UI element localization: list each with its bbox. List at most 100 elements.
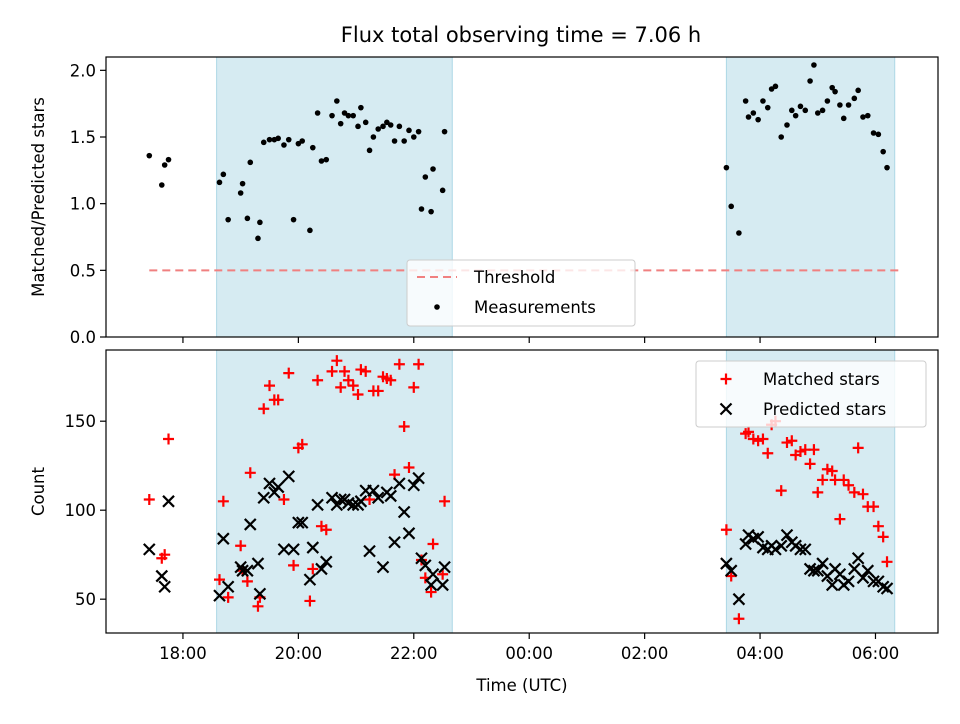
matched-star-point bbox=[283, 367, 295, 379]
top-y-tick-label: 2.0 bbox=[70, 61, 96, 80]
predicted-star-point bbox=[277, 543, 291, 556]
measurement-point bbox=[266, 136, 273, 143]
bottom-x-tick-label: 20:00 bbox=[275, 644, 323, 663]
predicted-star-point bbox=[825, 578, 839, 592]
top-frame bbox=[105, 56, 939, 338]
predicted-star-point bbox=[243, 518, 257, 531]
measurement-point bbox=[355, 123, 361, 130]
measurement-point bbox=[428, 208, 434, 215]
matched-star-point bbox=[757, 433, 769, 445]
matched-star-point bbox=[857, 488, 869, 500]
matched-star-point bbox=[747, 433, 759, 445]
matched-star-point bbox=[781, 437, 793, 449]
matched-star-point bbox=[159, 549, 171, 561]
predicted-star-point bbox=[739, 537, 752, 551]
matched-star-point bbox=[427, 538, 439, 550]
measurement-point bbox=[406, 127, 412, 134]
bottom-x-tick-label: 06:00 bbox=[852, 644, 900, 663]
matched-star-point bbox=[347, 380, 359, 392]
measurement-point bbox=[299, 138, 306, 144]
predicted-star-point bbox=[769, 543, 782, 556]
measurement-point bbox=[244, 215, 251, 222]
matched-star-point bbox=[360, 365, 372, 377]
predicted-star-point bbox=[292, 516, 305, 529]
matched-star-point bbox=[752, 435, 764, 447]
matched-star-point bbox=[808, 444, 820, 456]
predicted-star-point bbox=[311, 498, 324, 512]
measurement-point bbox=[396, 123, 403, 130]
predicted-star-point bbox=[751, 530, 765, 544]
predicted-star-point bbox=[861, 564, 875, 577]
measurement-point bbox=[239, 180, 246, 187]
predicted-star-point bbox=[388, 535, 401, 549]
predicted-star-point bbox=[876, 580, 890, 594]
matched-star-point bbox=[272, 394, 284, 406]
matched-star-point bbox=[320, 524, 332, 536]
measurement-point bbox=[855, 87, 861, 94]
measurement-point bbox=[837, 102, 843, 108]
matched-star-point bbox=[244, 467, 256, 479]
measurement-point bbox=[829, 84, 835, 91]
matched-star-point bbox=[385, 374, 397, 386]
matched-star-point bbox=[868, 501, 880, 513]
predicted-star-point bbox=[794, 543, 807, 556]
bottom-x-tick-label: 04:00 bbox=[736, 644, 784, 663]
predicted-star-point bbox=[155, 569, 169, 583]
measurement-point bbox=[334, 98, 340, 104]
measurement-point bbox=[778, 134, 785, 140]
predicted-star-point bbox=[774, 539, 788, 553]
predicted-star-point bbox=[241, 564, 254, 577]
measurement-point bbox=[736, 230, 742, 236]
measurement-point bbox=[840, 115, 847, 122]
predicted-star-point bbox=[867, 575, 880, 588]
measurement-point bbox=[290, 216, 297, 223]
matched-star-point bbox=[342, 374, 354, 386]
measurement-point bbox=[318, 158, 325, 164]
measurement-point bbox=[257, 219, 263, 226]
predicted-star-point bbox=[319, 555, 333, 569]
measurement-point bbox=[220, 171, 227, 178]
top-y-tick-label: 1.0 bbox=[70, 195, 96, 214]
predicted-star-point bbox=[842, 575, 855, 588]
bottom-observing-interval bbox=[216, 349, 453, 634]
matched-star-point bbox=[355, 364, 367, 376]
predicted-star-point bbox=[271, 480, 285, 494]
predicted-star-point bbox=[811, 564, 825, 577]
matched-star-point bbox=[794, 445, 806, 457]
matched-star-point bbox=[834, 513, 846, 525]
top-y-tick-label: 1.5 bbox=[70, 128, 96, 147]
measurement-point bbox=[745, 114, 752, 120]
matched-star-point bbox=[826, 465, 838, 477]
matched-star-point bbox=[339, 365, 351, 377]
measurement-point bbox=[832, 88, 838, 95]
measurement-point bbox=[788, 107, 795, 114]
matched-star-point bbox=[372, 385, 384, 397]
predicted-star-point bbox=[780, 528, 794, 542]
measurement-point bbox=[375, 126, 382, 132]
matched-star-point bbox=[143, 494, 155, 506]
matched-star-point bbox=[877, 531, 889, 543]
predicted-star-point bbox=[816, 557, 829, 570]
measurement-point bbox=[864, 112, 871, 119]
predicted-star-point bbox=[402, 527, 416, 540]
measurement-point bbox=[391, 138, 398, 144]
matched-star-point bbox=[352, 388, 364, 400]
predicted-star-point bbox=[424, 578, 438, 592]
legend-threshold-label: Threshold bbox=[473, 268, 555, 287]
measurement-point bbox=[819, 107, 826, 114]
legend-predicted-label: Predicted stars bbox=[763, 400, 886, 419]
matched-star-point bbox=[812, 486, 824, 498]
legend-matched-label: Matched stars bbox=[763, 370, 880, 389]
matched-star-point bbox=[872, 520, 884, 532]
legend-measurements-label: Measurements bbox=[474, 298, 596, 317]
predicted-star-point bbox=[236, 564, 249, 577]
measurement-point bbox=[370, 134, 377, 140]
matched-star-point bbox=[743, 426, 755, 438]
matched-star-point bbox=[848, 486, 860, 498]
matched-star-point bbox=[326, 365, 338, 377]
matched-star-point bbox=[775, 485, 787, 497]
measurement-point bbox=[764, 104, 771, 111]
measurement-point bbox=[755, 116, 761, 123]
bottom-x-tick-label: 02:00 bbox=[621, 644, 669, 663]
